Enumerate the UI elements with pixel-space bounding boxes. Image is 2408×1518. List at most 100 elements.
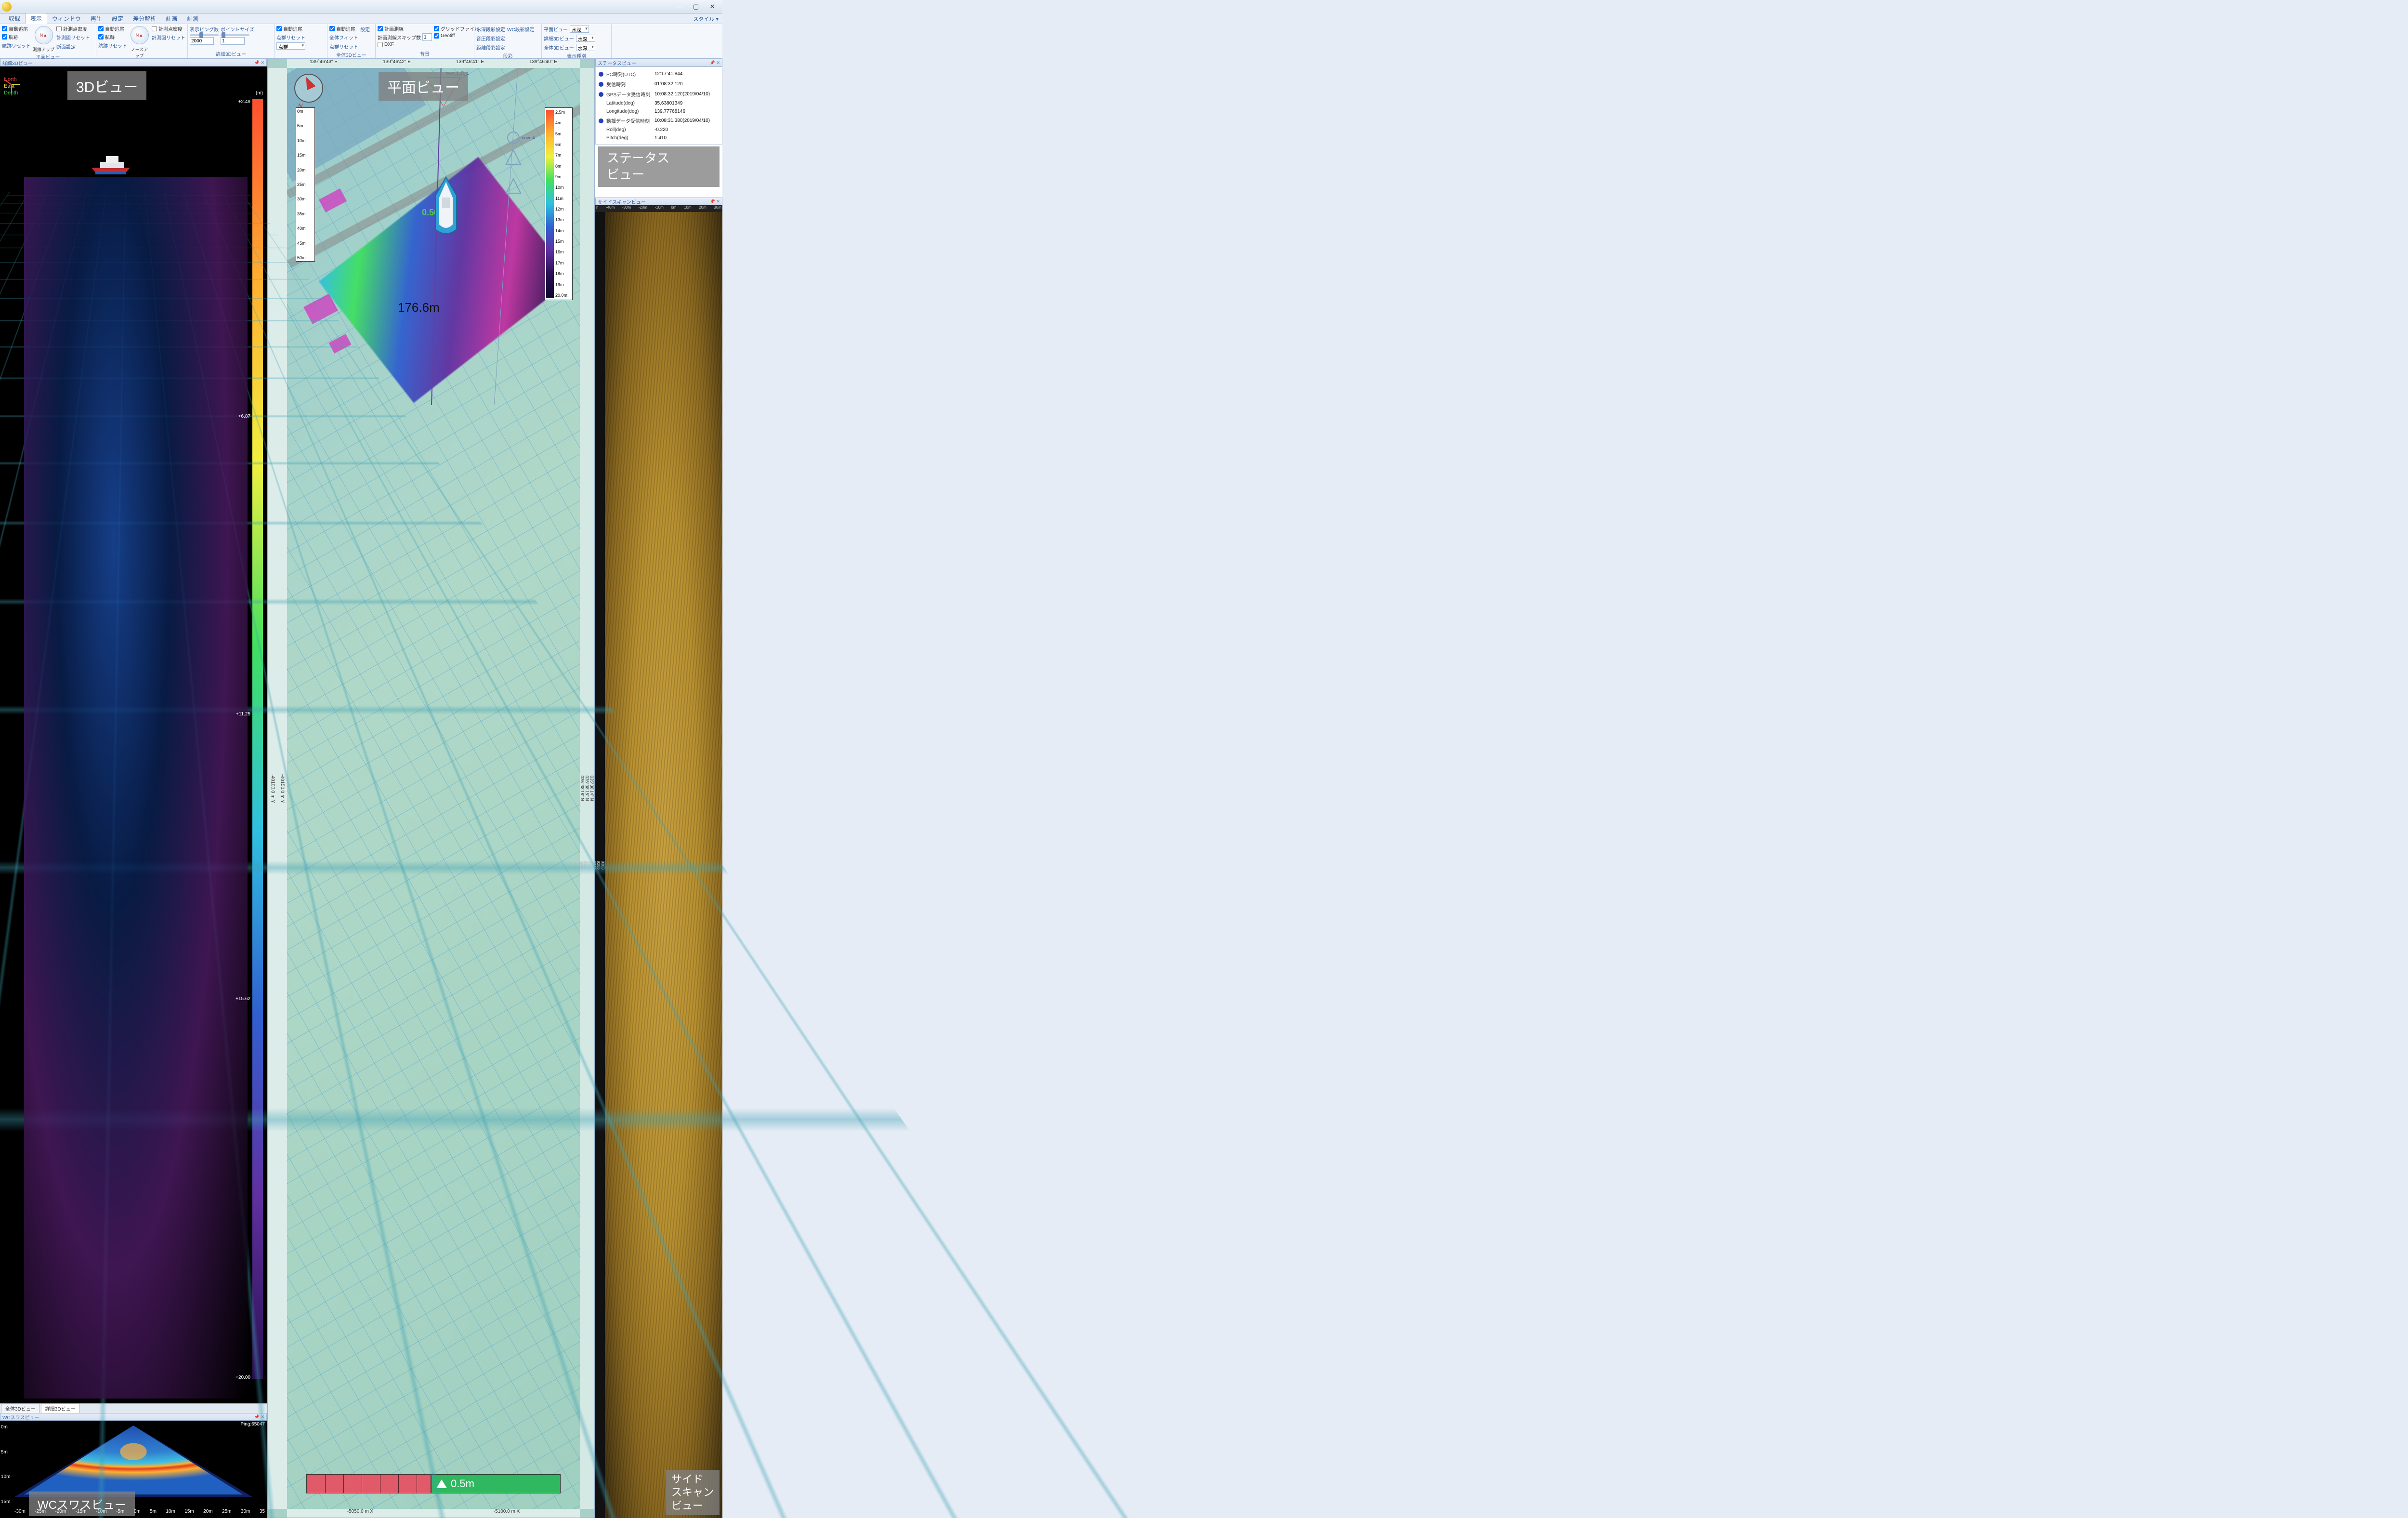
status-row: GPSデータ受信時刻10:08:32.120(2019/04/10) [598, 89, 720, 99]
status-value: 10:08:32.120(2019/04/10) [654, 92, 710, 97]
status-value: 01:08:32.120 [654, 81, 682, 87]
plan-top-axis: 139°46'43" E139°46'42" E139°46'41" E139°… [287, 59, 580, 68]
overlay-scan: サイドスキャンビュー [666, 1470, 720, 1516]
boat-plan-icon [432, 176, 460, 239]
status-row: 受信時刻01:08:32.120 [598, 79, 720, 89]
menu-diff[interactable]: 差分解析 [128, 13, 161, 24]
link-survey-reset-2[interactable]: 計測図リセット [152, 33, 185, 41]
status-panel: ステータスビュー 📌 ✕ PC時刻(UTC)12:17:41.844受信時刻01… [595, 59, 722, 198]
ribbon-group-3d: 表示ピング数 ポイントサイズ 詳細3Dビュー [188, 24, 275, 58]
close-button[interactable]: ✕ [704, 1, 720, 12]
chk-gridfile[interactable]: グリッドファイル [434, 25, 479, 32]
link-pc-reset-2[interactable]: 点群リセット [329, 42, 358, 51]
status-body: PC時刻(UTC)12:17:41.844受信時刻01:08:32.120GPS… [595, 66, 722, 145]
wc-yaxis: 0m5m10m15m [1, 1425, 13, 1505]
menu-settings[interactable]: 設定 [107, 13, 128, 24]
panel-pin-status[interactable]: 📌 ✕ [710, 60, 720, 66]
status-label: 受信時刻 [606, 80, 652, 88]
maximize-button[interactable]: ▢ [688, 1, 704, 12]
overlay-plan: 平面ビュー [379, 72, 468, 101]
chk-density-2[interactable]: 計測点密度 [152, 25, 185, 32]
panel-header-scan: サイドスキャンビュー 📌 ✕ [595, 198, 722, 205]
status-value: 10:08:31.380(2019/04/10) [654, 118, 710, 123]
view-wc[interactable]: Ping:65047 0m5m10m15m WCスワスビュー -30m-25m-… [0, 1421, 267, 1518]
link-wc-color[interactable]: WC段彩設定 [507, 25, 535, 33]
menu-plan[interactable]: 計画 [161, 13, 182, 24]
chk-plan-line[interactable]: 計画測線 [378, 25, 432, 32]
chk-dxf[interactable]: DXF [378, 42, 432, 47]
point-slider[interactable] [221, 34, 249, 36]
scan-image [605, 212, 722, 1518]
status-label: PC時刻(UTC) [606, 70, 652, 78]
workspace: 詳細3Dビュー 📌 ✕ 3Dビュー North East Depth (m) [0, 59, 2408, 1518]
chk-auto-follow-2[interactable]: 自動追尾 [98, 25, 127, 32]
link-dist-color[interactable]: 距離段彩設定 [476, 43, 505, 52]
group-label-disptype: 表示種別 [544, 52, 609, 59]
ribbon-group-helm: 自動追尾 航跡 航跡リセット N▲ ノースアップ 計測点密度 計測図リセット 操… [96, 24, 188, 58]
panel-header-3d: 詳細3Dビュー 📌 ✕ [0, 59, 267, 66]
center-column: 139°46'43" E139°46'42" E139°46'41" E139°… [267, 59, 595, 1518]
arrow-up-icon [436, 1479, 447, 1488]
plan-left-axis: -40150.0 m Y-40100.0 m Y [268, 68, 287, 1509]
chk-track-1[interactable]: 航跡 [2, 33, 31, 40]
skip-input[interactable] [422, 33, 432, 41]
scan-top-axis: n-40m-30m-20m-10m0m10m20m30m [595, 205, 722, 212]
link-settings[interactable]: 設定 [360, 25, 370, 33]
view-sidescan[interactable]: n-40m-30m-20m-10m0m10m20m30m 93009250920… [595, 205, 722, 1518]
chk-geotiff[interactable]: Geotiff [434, 33, 479, 39]
status-value: 12:17:41.844 [654, 71, 682, 77]
menu-window[interactable]: ウィンドウ [47, 13, 86, 24]
ping-slider[interactable] [190, 34, 219, 36]
panel-title-status: ステータスビュー [598, 59, 636, 66]
lbl-skip: 計画測線スキップ数 [378, 33, 432, 41]
view-plan[interactable]: 139°46'43" E139°46'42" E139°46'41" E139°… [267, 59, 595, 1518]
chk-density-1[interactable]: 計測点密度 [56, 25, 90, 32]
legend-tick: +20.00 [236, 1375, 250, 1380]
north-up-icon[interactable]: N▲ [131, 26, 149, 44]
menu-record[interactable]: 収録 [4, 13, 25, 24]
link-track-reset-1[interactable]: 航跡リセット [2, 41, 31, 50]
link-section-1[interactable]: 断面設定 [56, 42, 90, 51]
axes-3d: North East Depth [4, 76, 18, 96]
link-pc-reset[interactable]: 点群リセット [276, 33, 305, 41]
dd-all3d-type[interactable]: 水深 [576, 44, 595, 51]
link-survey-reset-1[interactable]: 計測図リセット [56, 33, 90, 41]
menu-measure[interactable]: 計測 [182, 13, 203, 24]
group-label-all3d: 全体3Dビュー [329, 51, 373, 58]
style-dropdown[interactable]: スタイル ▾ [693, 15, 719, 23]
menu-playback[interactable]: 再生 [86, 13, 107, 24]
dd-pointcloud[interactable]: 点群 [276, 42, 305, 50]
plan-map: new_1_R_1 new_4 0.50 [287, 68, 580, 1509]
panel-pin-3d[interactable]: 📌 ✕ [254, 60, 264, 66]
ribbon-group-all3d: 自動追尾 全体フィット 点群リセット 設定 全体3Dビュー [327, 24, 376, 58]
color-legend: 2.5m4m5m6m7m8m9m10m11m12m13m14m15m16m17m… [545, 107, 573, 300]
link-track-reset-2[interactable]: 航跡リセット [98, 41, 127, 50]
wc-xaxis: -30m-25m-20m-15m-10m-5m0m5m10m15m20m25m3… [14, 1509, 265, 1514]
scan-panel: サイドスキャンビュー 📌 ✕ n-40m-30m-20m-10m0m10m20m… [595, 198, 722, 1518]
link-fit-all[interactable]: 全体フィット [329, 33, 358, 41]
ribbon-group-color: 水深段彩設定 音圧段彩設定 距離段彩設定 WC段彩設定 段彩 [474, 24, 542, 58]
deviation-bar: 0.5m [306, 1474, 561, 1493]
chk-auto-follow-3[interactable]: 自動追尾 [276, 25, 305, 32]
ping-input[interactable] [190, 37, 214, 45]
ribbon-group-disptype: 平面ビュー水深 詳細3Dビュー水深 全体3Dビュー水深 表示種別 [542, 24, 612, 58]
dd-3d-type[interactable]: 水深 [576, 35, 595, 42]
chk-track-2[interactable]: 航跡 [98, 33, 127, 40]
point-input[interactable] [221, 37, 245, 45]
status-row: Pitch(deg)1.410 [598, 134, 720, 142]
link-amp-color[interactable]: 音圧段彩設定 [476, 34, 505, 42]
survey-up-icon[interactable]: N▲ [35, 26, 53, 44]
view-3d[interactable]: 3Dビュー North East Depth (m) +2.49 +6.87 +… [0, 66, 267, 1403]
titlebar: — ▢ ✕ [0, 0, 722, 13]
status-dot-icon [599, 82, 603, 87]
wc-panel: WCスワスビュー 📌 ✕ Ping:65047 0m5m10m15m WCスワス… [0, 1413, 267, 1518]
dd-plan-type[interactable]: 水深 [570, 26, 589, 33]
panel-pin-scan[interactable]: 📌 ✕ [710, 199, 720, 204]
minimize-button[interactable]: — [671, 1, 688, 12]
status-dot-icon [599, 119, 603, 123]
link-depth-color[interactable]: 水深段彩設定 [476, 25, 505, 33]
menu-display[interactable]: 表示 [25, 13, 47, 24]
chk-auto-follow-4[interactable]: 自動追尾 [329, 25, 358, 32]
lbl-plan-type: 平面ビュー [544, 25, 568, 33]
chk-auto-follow-1[interactable]: 自動追尾 [2, 25, 31, 32]
